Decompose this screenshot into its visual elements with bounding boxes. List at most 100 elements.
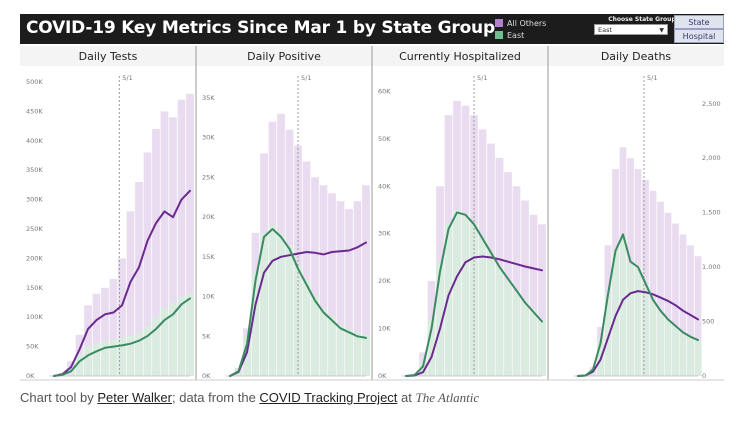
bar-east [362, 334, 370, 376]
y-tick-label: 25K [202, 173, 215, 181]
y-tick-label: 450K [26, 107, 43, 115]
author-link[interactable]: Peter Walker [97, 390, 172, 405]
y-tick-label: 2,000 [702, 154, 721, 162]
legend: All Others East [495, 17, 546, 41]
state-button[interactable]: State [674, 15, 724, 29]
bar-east [67, 368, 75, 376]
chevron-down-icon: ▼ [659, 27, 664, 34]
y-tick-label: 0 [702, 372, 706, 380]
bar-east [75, 353, 84, 376]
y-tick-label: 100K [26, 313, 43, 321]
y-tick-label: 0K [202, 372, 211, 380]
legend-label-east: East [507, 30, 525, 40]
bar-all-others [101, 287, 109, 376]
bar-east [101, 340, 109, 376]
bar-east [84, 346, 92, 376]
chart-title-band [548, 46, 724, 66]
bar-all-others [328, 193, 336, 376]
bar-all-others [118, 258, 126, 376]
y-tick-label: 250K [26, 225, 43, 233]
bar-east [495, 266, 504, 376]
bar-east [302, 280, 311, 376]
bar-east [478, 238, 487, 376]
y-tick-label: 60K [378, 87, 391, 95]
bar-east [152, 317, 160, 376]
bar-east [679, 332, 687, 376]
bar-all-others [345, 209, 353, 376]
series-line-east [577, 233, 699, 377]
bar-east [634, 267, 642, 376]
bar-all-others [177, 99, 186, 376]
bar-all-others [529, 214, 538, 376]
bar-all-others [694, 256, 702, 376]
date-marker-label: 5/1 [122, 74, 132, 82]
bar-east [529, 309, 538, 376]
y-tick-label: 5K [202, 332, 211, 340]
bar-east [268, 225, 277, 376]
chart-title: Daily Tests [79, 50, 138, 63]
bar-east [461, 214, 470, 376]
y-tick-label: 50K [378, 135, 391, 143]
y-tick-label: 15K [202, 253, 215, 261]
bar-all-others [160, 111, 169, 377]
y-tick-label: 0K [26, 372, 35, 380]
bar-east [436, 262, 444, 376]
bar-east [619, 234, 627, 376]
caption: Chart tool by Peter Walker; data from th… [20, 390, 479, 406]
dashboard-title: COVID-19 Key Metrics Since Mar 1 by Stat… [26, 18, 495, 38]
bar-all-others [353, 201, 362, 376]
y-tick-label: 1,500 [702, 209, 721, 217]
bar-east [345, 328, 353, 376]
bar-all-others [67, 361, 75, 376]
bar-all-others [504, 172, 512, 376]
chart-panel-2: Daily Positive 0K 5K 10K 15K 20K 25K 30K 35K 5/1 [195, 46, 372, 380]
y-tick-label: 20K [378, 277, 391, 285]
state-group-chooser: Choose State Group East ▼ [594, 16, 690, 35]
bar-east [277, 232, 285, 376]
bar-all-others [538, 224, 546, 376]
bar-east [336, 324, 345, 376]
bar-all-others [92, 293, 101, 376]
chart-title-band [20, 46, 196, 66]
bar-east [243, 336, 251, 376]
bar-east [694, 340, 702, 376]
state-group-select[interactable]: East ▼ [594, 24, 668, 35]
project-link[interactable]: COVID Tracking Project [259, 390, 398, 405]
bar-all-others [311, 177, 319, 376]
series-line-east [405, 211, 543, 377]
caption-at: at [397, 390, 416, 405]
legend-item-east[interactable]: East [495, 29, 546, 41]
chart-panel-4: Daily Deaths 0 500 1,000 1,500 2,000 2,500 5/1 [547, 46, 724, 380]
bar-east [177, 296, 186, 376]
y-tick-label: 35K [202, 94, 215, 102]
chart-panel-1: Daily Tests 0K 50K 100K 150K 200K 250K 300K 350K… [20, 46, 196, 380]
bar-east [419, 361, 427, 376]
bar-east [453, 210, 461, 376]
chart-title-band [372, 46, 548, 66]
series-line-east [53, 297, 191, 377]
bar-all-others [152, 129, 160, 376]
y-tick-label: 350K [26, 166, 43, 174]
view-buttons: State Hospital [674, 15, 724, 43]
series-line-all-others [53, 189, 191, 377]
bar-east [186, 293, 194, 376]
legend-swatch-all-others [495, 19, 503, 27]
bar-east [538, 319, 546, 376]
y-tick-label: 30K [202, 134, 215, 142]
bar-east [126, 336, 135, 376]
y-tick-label: 500 [702, 318, 714, 326]
chart-title-band [196, 46, 372, 66]
bar-all-others [169, 117, 177, 376]
bar-east [260, 232, 268, 376]
y-tick-label: 1,000 [702, 263, 721, 271]
chart-panel-3: Currently Hospitalized 0K 10K 20K 30K 40K 50K 6… [371, 46, 548, 380]
bar-east [353, 332, 362, 376]
bar-east [512, 290, 521, 376]
bar-east [589, 369, 597, 376]
legend-label-all-others: All Others [507, 18, 547, 28]
legend-item-all-others[interactable]: All Others [495, 17, 546, 29]
caption-prefix: Chart tool by [20, 390, 98, 405]
bar-all-others [84, 305, 92, 376]
y-tick-label: 0K [378, 372, 387, 380]
hospital-button[interactable]: Hospital [674, 29, 724, 43]
